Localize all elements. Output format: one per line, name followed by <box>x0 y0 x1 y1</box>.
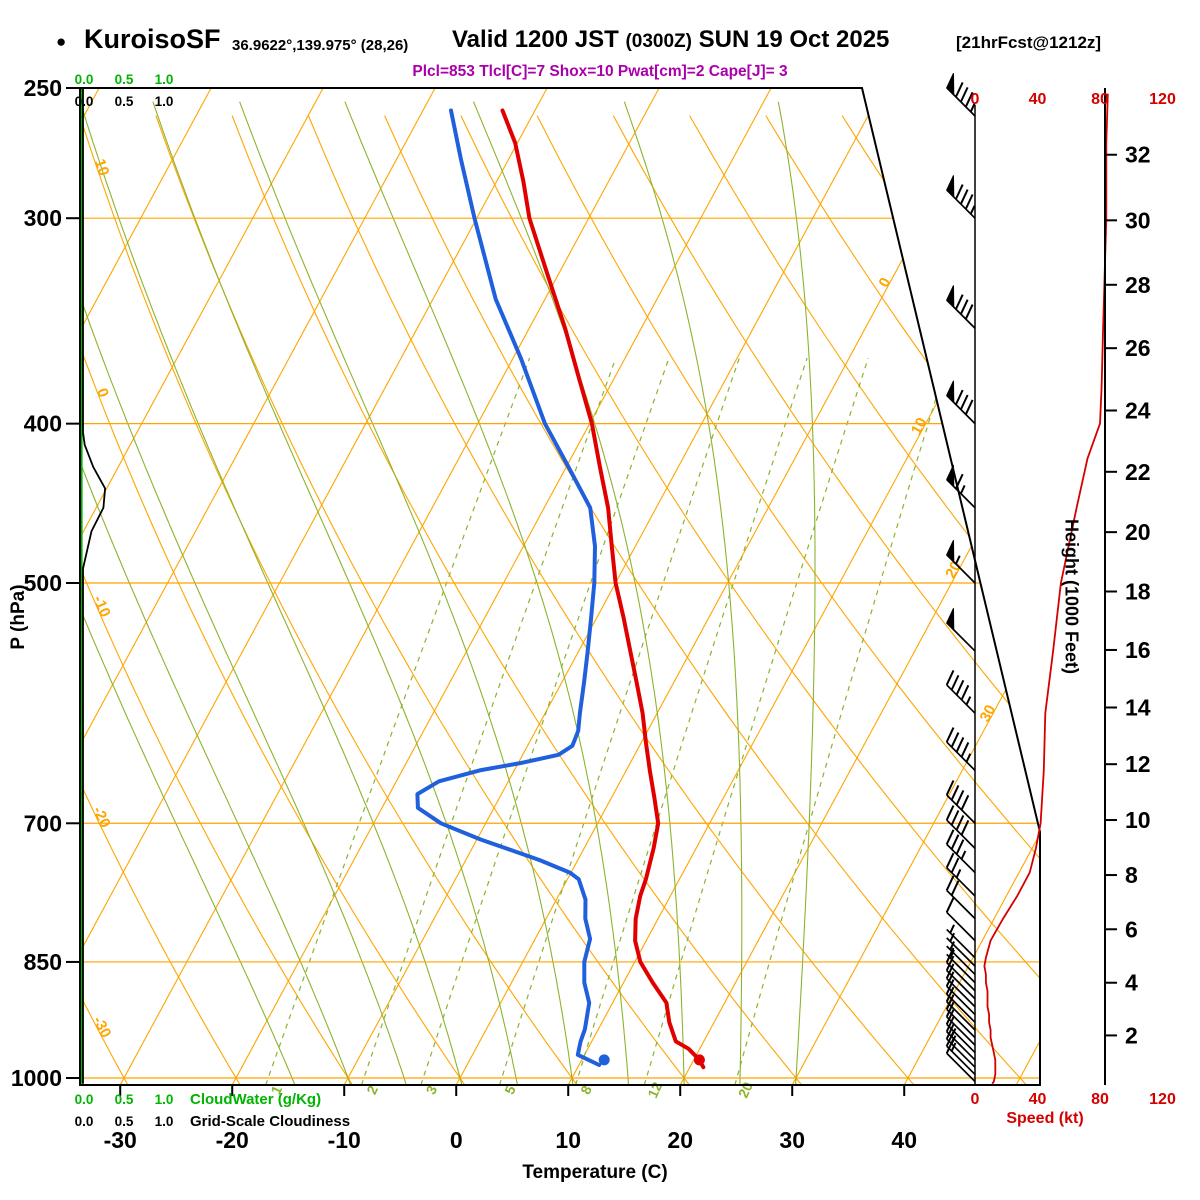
svg-text:0.5: 0.5 <box>115 94 134 109</box>
svg-text:1.0: 1.0 <box>155 72 174 87</box>
svg-text:30: 30 <box>1125 207 1151 233</box>
svg-text:-10: -10 <box>328 1127 361 1153</box>
svg-text:22: 22 <box>1125 459 1151 485</box>
isobar-lines <box>80 217 1040 1079</box>
station-coords: 36.9622°,139.975° (28,26) <box>232 37 409 54</box>
svg-text:0.0: 0.0 <box>75 72 94 87</box>
svg-text:24: 24 <box>1125 398 1151 424</box>
svg-text:12: 12 <box>644 1079 665 1100</box>
svg-text:-30: -30 <box>104 1127 137 1153</box>
svg-text:1.0: 1.0 <box>155 1114 174 1129</box>
temperature-axis-ticks: -30 -20 -10 0 10 20 30 40 <box>104 1085 917 1153</box>
pressure-axis-ticks: 250 300 400 500 700 850 1000 <box>11 75 79 1091</box>
svg-text:14: 14 <box>1125 695 1151 721</box>
pressure-axis-label: P (hPa) <box>8 584 29 650</box>
svg-text:0: 0 <box>971 1091 980 1108</box>
svg-text:0.5: 0.5 <box>115 72 134 87</box>
cloud-scale-ticks: 0.0 0.0 0.0 0.0 0.5 0.5 0.5 0.5 1.0 1.0 1.0 1.0 <box>75 72 174 1129</box>
svg-text:0: 0 <box>875 275 894 290</box>
station-name: KuroisoSF <box>84 24 221 54</box>
speed-profile-curve <box>983 93 1109 1085</box>
svg-text:1.0: 1.0 <box>155 94 174 109</box>
cloudiness-legend-label: Grid-Scale Cloudiness <box>190 1113 351 1130</box>
svg-text:10: 10 <box>908 415 931 438</box>
svg-text:30: 30 <box>779 1127 805 1153</box>
svg-text:20: 20 <box>667 1127 693 1153</box>
svg-text:2: 2 <box>1125 1022 1138 1048</box>
valid-zulu: (0300Z) <box>625 31 692 52</box>
svg-text:40: 40 <box>1029 1091 1047 1108</box>
svg-text:300: 300 <box>24 205 62 231</box>
svg-text:-20: -20 <box>216 1127 249 1153</box>
svg-text:400: 400 <box>24 411 62 437</box>
moist-adiabat-lines <box>80 101 816 1085</box>
valid-time: Valid 1200 JST (0300Z) SUN 19 Oct 2025 <box>452 26 889 54</box>
svg-text:40: 40 <box>1029 91 1047 108</box>
svg-text:28: 28 <box>1125 272 1151 298</box>
svg-text:4: 4 <box>1125 970 1138 996</box>
svg-text:0.5: 0.5 <box>115 1114 134 1129</box>
station-bullet-icon: ● <box>56 32 67 51</box>
forecast-hour: [21hrFcst@1212z] <box>956 33 1102 52</box>
dewpoint-curve <box>415 108 602 1067</box>
svg-text:40: 40 <box>891 1127 917 1153</box>
svg-text:30: 30 <box>977 702 1000 725</box>
sounding-curves <box>415 108 706 1070</box>
valid-prefix: Valid 1200 JST <box>452 26 626 53</box>
svg-text:0.0: 0.0 <box>75 94 94 109</box>
svg-text:10: 10 <box>1125 807 1151 833</box>
svg-text:120: 120 <box>1149 91 1176 108</box>
svg-text:120: 120 <box>1149 1091 1176 1108</box>
dry-adiabat-lines <box>80 115 1040 1085</box>
svg-text:10: 10 <box>91 157 112 178</box>
plot-border <box>79 87 1041 1086</box>
svg-text:6: 6 <box>1125 916 1138 942</box>
svg-text:0: 0 <box>450 1127 463 1153</box>
cloudwater-legend-label: CloudWater (g/Kg) <box>190 1091 322 1108</box>
cloudiness-profile <box>82 88 107 1084</box>
height-axis-label: Height (1000 Feet) <box>1061 518 1082 675</box>
svg-text:0.5: 0.5 <box>115 1092 134 1107</box>
svg-text:0: 0 <box>971 91 980 108</box>
svg-text:850: 850 <box>24 949 62 975</box>
temperature-curve <box>500 108 706 1070</box>
svg-text:18: 18 <box>1125 579 1151 605</box>
svg-text:16: 16 <box>1125 637 1151 663</box>
svg-text:-30: -30 <box>89 1014 114 1041</box>
svg-text:20: 20 <box>735 1079 756 1100</box>
svg-text:80: 80 <box>1091 1091 1109 1108</box>
svg-text:0.0: 0.0 <box>75 1092 94 1107</box>
svg-text:1000: 1000 <box>11 1065 62 1091</box>
sounding-parameters: Plcl=853 Tlcl[C]=7 Shox=10 Pwat[cm]=2 Ca… <box>412 63 788 80</box>
svg-text:500: 500 <box>24 570 62 596</box>
svg-text:32: 32 <box>1125 142 1151 168</box>
svg-text:250: 250 <box>24 75 62 101</box>
svg-text:-20: -20 <box>89 804 114 831</box>
svg-text:0.0: 0.0 <box>75 1114 94 1129</box>
speed-axis-label: Speed (kt) <box>1006 1110 1084 1127</box>
surface-temperature-marker <box>693 1054 705 1066</box>
valid-date: SUN 19 Oct 2025 <box>691 26 890 53</box>
svg-text:10: 10 <box>555 1127 581 1153</box>
svg-text:26: 26 <box>1125 335 1151 361</box>
surface-dewpoint-marker <box>598 1054 610 1066</box>
skewt-grid <box>80 88 1040 1085</box>
svg-text:12: 12 <box>1125 751 1151 777</box>
temperature-axis-label: Temperature (C) <box>522 1162 668 1183</box>
wind-barbs <box>945 73 976 1085</box>
cloud-profiles <box>80 88 107 1084</box>
svg-text:1.0: 1.0 <box>155 1092 174 1107</box>
speed-axis-ticks: 0 0 40 40 80 80 120 120 <box>971 91 1176 1108</box>
svg-text:80: 80 <box>1091 91 1109 108</box>
svg-text:20: 20 <box>1125 519 1151 545</box>
svg-text:700: 700 <box>24 810 62 836</box>
svg-text:20: 20 <box>942 558 965 581</box>
svg-text:8: 8 <box>1125 862 1138 888</box>
